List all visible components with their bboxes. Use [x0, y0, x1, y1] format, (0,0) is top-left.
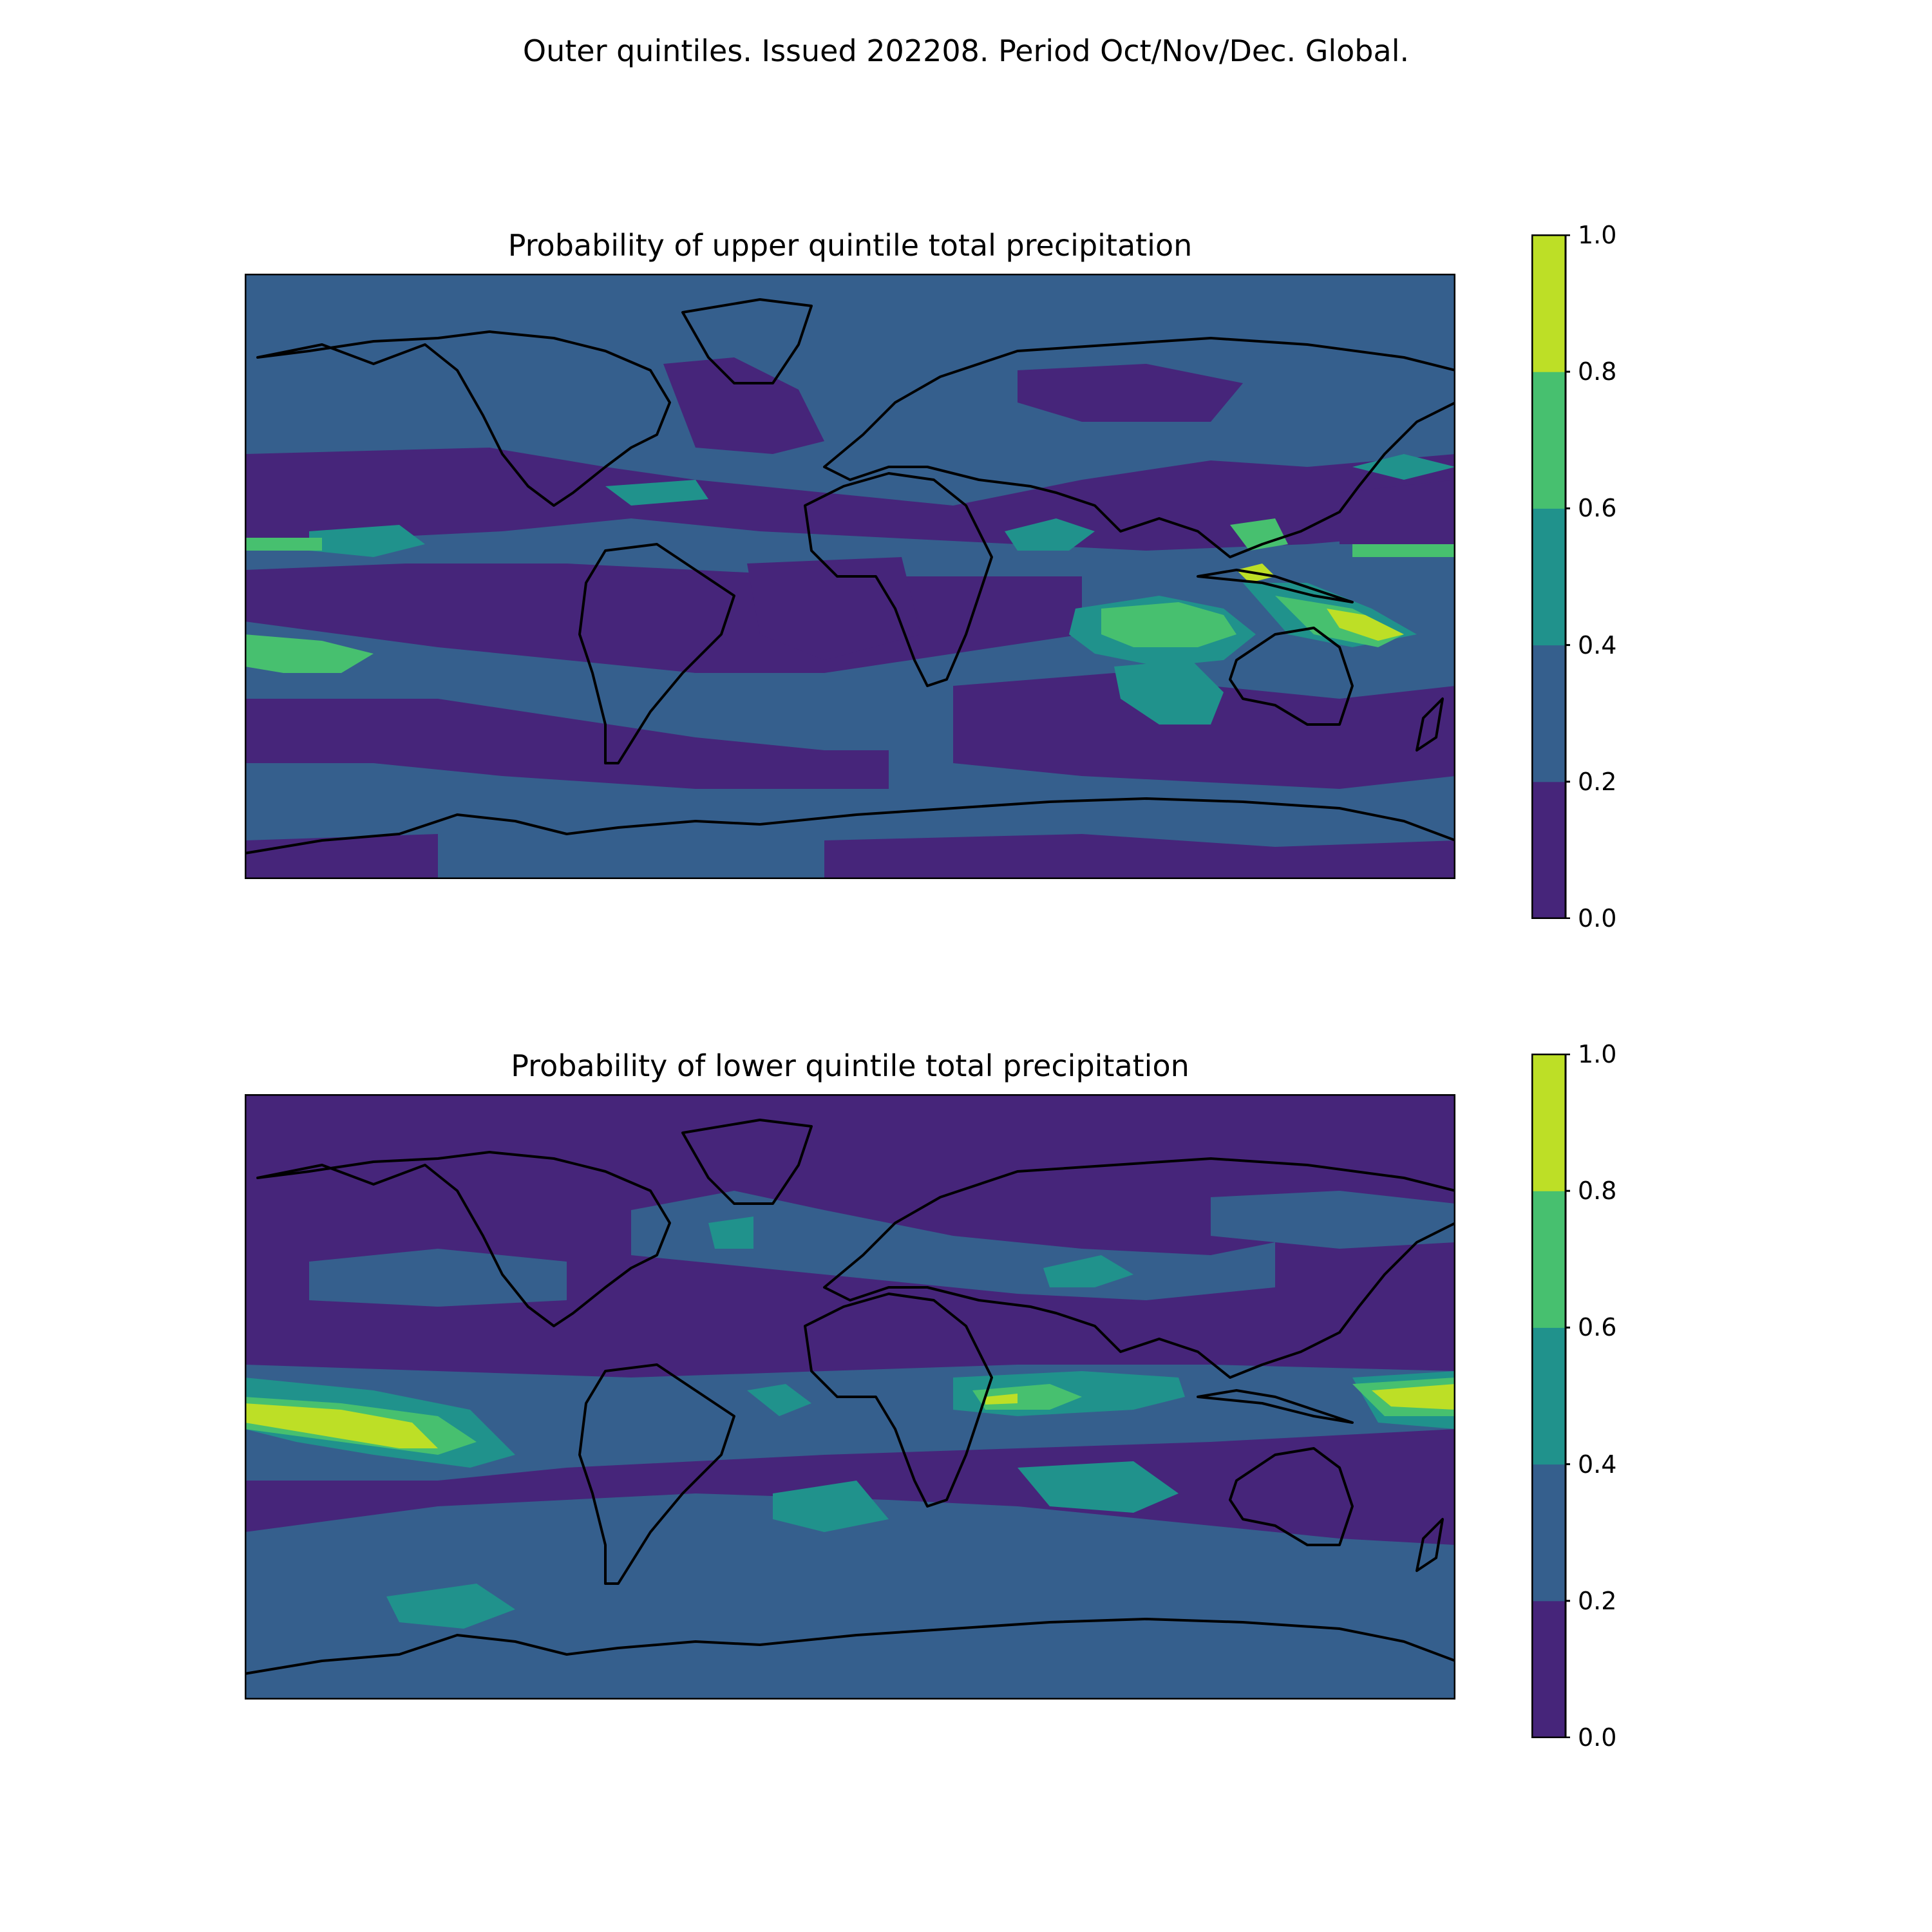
- upper-south-america-coast: [578, 543, 735, 764]
- upper-colorbar-bands: [1532, 235, 1566, 919]
- lower-colorbar-tick-label: 0.6: [1578, 1313, 1617, 1342]
- upper-north-america-coast: [256, 330, 671, 507]
- lower-new-zealand-coast: [1416, 1518, 1444, 1572]
- lower-quintile-map: [245, 1094, 1455, 1700]
- lower-very-high-probability-regions: [245, 1384, 1455, 1448]
- lower-south-america-coast: [578, 1363, 735, 1585]
- upper-colorbar-tick-label: 0.4: [1578, 630, 1617, 659]
- upper-colorbar-band-0: [1532, 781, 1566, 919]
- upper-colorbar-band-4: [1532, 235, 1566, 372]
- lower-antarctica-coast: [245, 1618, 1455, 1675]
- upper-indonesia-coast: [1197, 569, 1354, 603]
- lower-colorbar-tick-label: 0.2: [1578, 1586, 1617, 1615]
- upper-australia-coast: [1229, 627, 1354, 726]
- lower-australia-coast: [1229, 1447, 1354, 1546]
- lower-colorbar-band-0: [1532, 1600, 1566, 1738]
- upper-antarctica-coast: [245, 797, 1455, 855]
- lower-colorbar-bands: [1532, 1054, 1566, 1738]
- lower-africa-coast: [804, 1293, 993, 1508]
- lower-map-frame: [245, 1094, 1455, 1700]
- upper-greenland-coast: [681, 298, 813, 384]
- upper-colorbar-tick-label: 0.2: [1578, 767, 1617, 796]
- upper-colorbar-band-1: [1532, 645, 1566, 782]
- lower-colorbar-tick-label: 1.0: [1578, 1040, 1617, 1068]
- upper-colorbar-tick-label: 1.0: [1578, 221, 1617, 249]
- upper-new-zealand-coast: [1416, 697, 1444, 752]
- lower-north-america-coast: [256, 1151, 671, 1327]
- upper-map-title: Probability of upper quintile total prec…: [507, 228, 1193, 263]
- upper-colorbar-tick-label: 0.6: [1578, 494, 1617, 523]
- figure-suptitle: Outer quintiles. Issued 202208. Period O…: [522, 33, 1410, 68]
- lower-colorbar-band-4: [1532, 1054, 1566, 1191]
- lower-indonesia-coast: [1197, 1389, 1354, 1424]
- upper-colorbar: [1531, 234, 1570, 919]
- lower-coastlines: [245, 1119, 1455, 1675]
- upper-low-probability-regions: [245, 357, 1455, 879]
- upper-colorbar-tick-label: 0.0: [1578, 904, 1617, 933]
- upper-quintile-map: [245, 274, 1455, 879]
- lower-colorbar-tick-label: 0.4: [1578, 1450, 1617, 1479]
- upper-africa-coast: [804, 472, 993, 687]
- lower-colorbar-band-2: [1532, 1327, 1566, 1465]
- lower-colorbar-tick-label: 0.0: [1578, 1723, 1617, 1752]
- upper-coastlines: [245, 298, 1455, 855]
- lower-colorbar: [1531, 1054, 1570, 1738]
- lower-colorbar-band-3: [1532, 1191, 1566, 1328]
- lower-colorbar-band-1: [1532, 1464, 1566, 1602]
- lower-colorbar-tick-label: 0.8: [1578, 1177, 1617, 1206]
- upper-map-frame: [245, 274, 1455, 879]
- lower-greenland-coast: [681, 1119, 813, 1205]
- lower-eurasia-coast: [823, 1157, 1455, 1379]
- lower-map-title: Probability of lower quintile total prec…: [511, 1048, 1189, 1083]
- upper-colorbar-band-3: [1532, 372, 1566, 509]
- upper-colorbar-tick-label: 0.8: [1578, 357, 1617, 386]
- upper-eurasia-coast: [823, 337, 1455, 558]
- upper-colorbar-band-2: [1532, 508, 1566, 646]
